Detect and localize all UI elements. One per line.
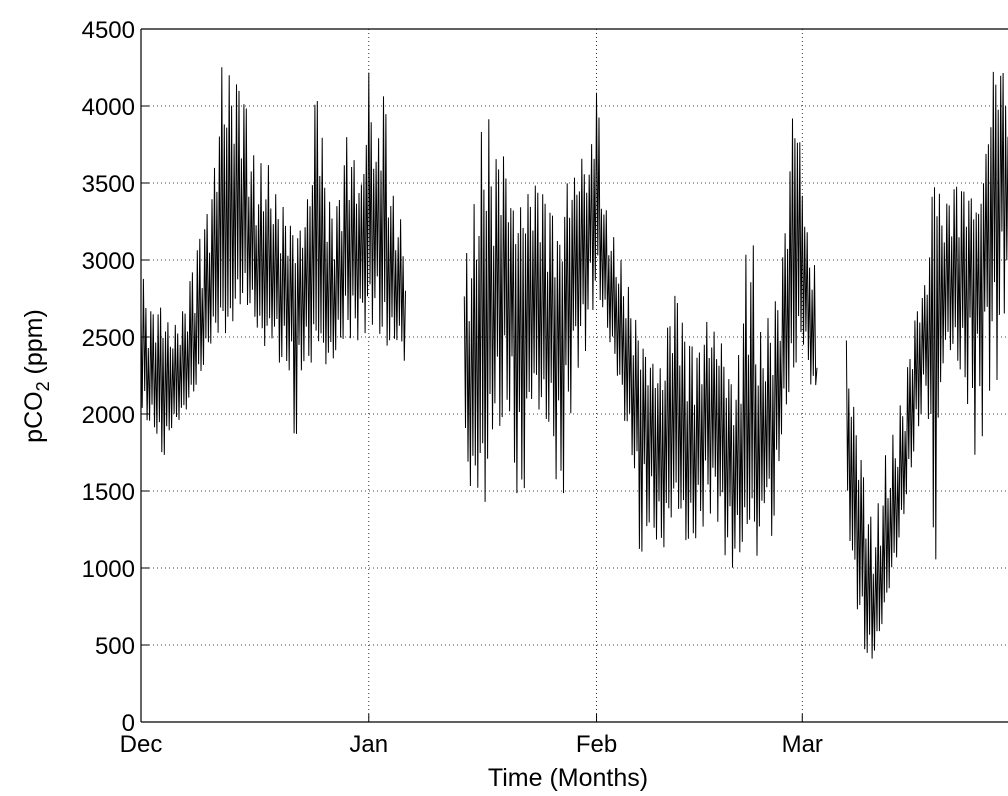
- y-tick-label: 1000: [82, 556, 135, 583]
- x-tick-label: Feb: [576, 731, 617, 758]
- y-axis-title-main: pCO: [20, 391, 48, 442]
- y-tick-label: 2500: [82, 325, 135, 352]
- y-tick-label: 4000: [82, 94, 135, 121]
- y-tick-label: 0: [122, 710, 135, 737]
- y-tick-label: 1500: [82, 479, 135, 506]
- y-axis-title-unit: (ppm): [20, 309, 48, 381]
- axes: [140, 28, 1008, 723]
- y-tick-label: 500: [95, 633, 135, 660]
- y-tick-label: 3500: [82, 171, 135, 198]
- y-tick-label: 2000: [82, 402, 135, 429]
- series-line-segment: [845, 71, 1008, 659]
- y-axis-title: pCO2 (ppm): [20, 309, 53, 443]
- x-tick-label: Dec: [120, 731, 163, 758]
- x-tick-labels: Dec Jan Feb Mar: [120, 731, 823, 758]
- y-tick-label: 4500: [82, 17, 135, 44]
- y-tick-labels: 0 500 1000 1500 2000 2500 3000 3500 4000 4500: [82, 17, 135, 737]
- data-series: [140, 67, 1008, 659]
- series-line-segment: [140, 67, 406, 455]
- x-axis-title: Time (Months): [488, 764, 648, 792]
- y-axis-title-subscript: 2: [33, 381, 53, 391]
- x-tick-label: Jan: [349, 731, 388, 758]
- y-tick-label: 3000: [82, 248, 135, 275]
- series-line-segment: [463, 92, 818, 568]
- x-tick-label: Mar: [782, 731, 823, 758]
